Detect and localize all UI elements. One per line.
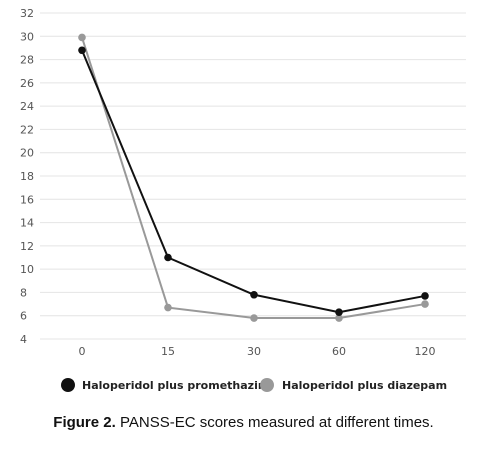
- x-tick-label: 30: [247, 345, 261, 358]
- x-tick-label: 60: [332, 345, 346, 358]
- y-tick-label: 30: [20, 30, 34, 43]
- data-point: [250, 290, 258, 299]
- y-tick-label: 16: [20, 193, 34, 206]
- y-tick-label: 14: [20, 217, 34, 230]
- y-tick-label: 4: [20, 333, 27, 346]
- y-tick-label: 28: [20, 54, 34, 67]
- legend-marker: [260, 378, 274, 392]
- x-tick-label: 15: [161, 345, 175, 358]
- y-axis-ticks: 4 6 8 10 12 14 16 18 20 22 24 26 28 30 32: [20, 7, 34, 346]
- series-line: [81, 37, 426, 320]
- data-point: [78, 33, 86, 42]
- legend-label: Haloperidol plus promethazine: [82, 379, 273, 392]
- legend-label: Haloperidol plus diazepam: [282, 379, 447, 392]
- y-tick-label: 18: [20, 170, 34, 183]
- y-tick-label: 26: [20, 77, 34, 90]
- legend-marker: [61, 378, 75, 392]
- y-tick-label: 24: [20, 100, 34, 113]
- data-point: [164, 253, 172, 262]
- figure-caption: Figure 2. PANSS-EC scores measured at di…: [0, 414, 487, 431]
- series-lines: [78, 33, 429, 322]
- data-point: [164, 303, 172, 312]
- x-tick-label: 0: [79, 345, 86, 358]
- y-tick-label: 10: [20, 263, 34, 276]
- x-axis-ticks: 0 15 30 60 120: [79, 345, 436, 358]
- y-tick-label: 12: [20, 240, 34, 253]
- y-tick-label: 8: [20, 286, 27, 299]
- data-point: [421, 300, 429, 308]
- data-point: [335, 308, 343, 317]
- x-tick-label: 120: [415, 345, 436, 358]
- figure-label: Figure 2.: [53, 414, 116, 431]
- y-tick-label: 22: [20, 123, 34, 136]
- data-point: [421, 292, 429, 300]
- data-point: [335, 314, 343, 322]
- line-chart: 4 6 8 10 12 14 16 18 20 22 24 26 28 30 32 0 15 30 60 120 H…: [20, 7, 466, 392]
- figure-caption-text: PANSS-EC scores measured at different ti…: [115, 414, 434, 431]
- data-point: [78, 46, 86, 55]
- grid-lines: [40, 12, 466, 340]
- series-line: [81, 49, 426, 314]
- y-tick-label: 6: [20, 310, 27, 323]
- legend: Haloperidol plus promethazine Haloperidol…: [61, 378, 447, 392]
- y-tick-label: 20: [20, 147, 34, 160]
- y-tick-label: 32: [20, 7, 34, 20]
- data-point: [250, 314, 258, 322]
